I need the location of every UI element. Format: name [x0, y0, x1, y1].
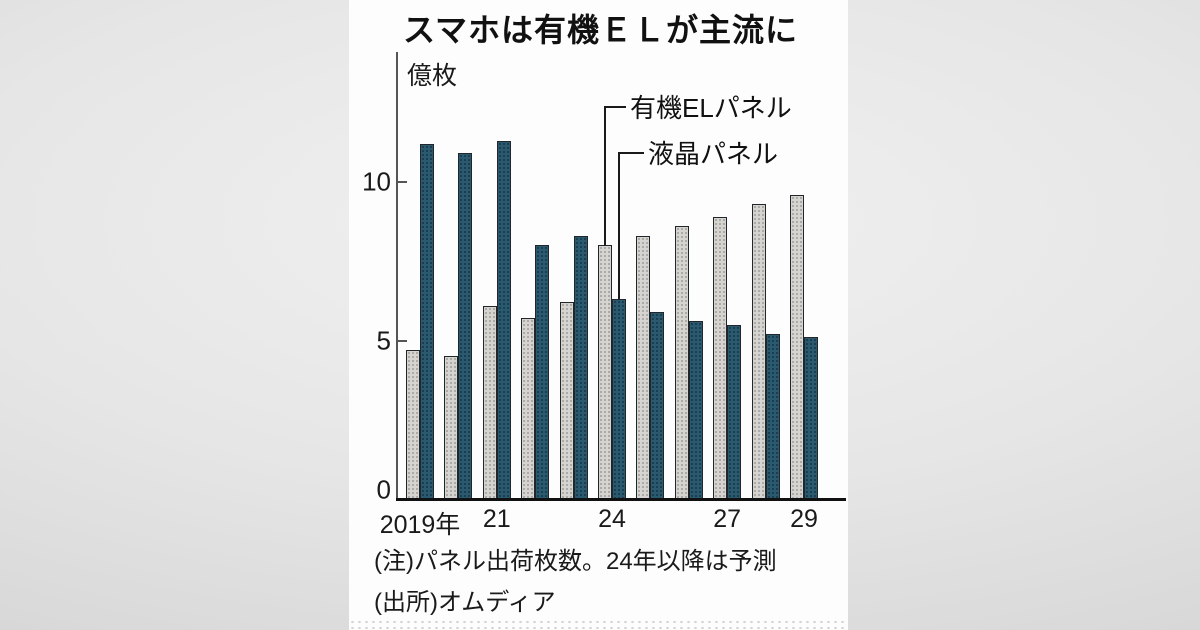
bar-lcd-2025 [650, 311, 665, 499]
x-axis-label-2029: 29 [790, 505, 818, 533]
callout-hline-lcd [618, 152, 644, 154]
bar-oled-2019 [406, 350, 420, 499]
bar-lcd-2028 [765, 334, 780, 499]
bar-lcd-2027 [727, 324, 742, 499]
bar-oled-2029 [790, 194, 804, 499]
y-axis-tick-label: 0 [376, 474, 391, 505]
x-axis-label-2019: 2019年 [379, 511, 461, 539]
bottom-texture [349, 619, 848, 630]
chart-source: (出所)オムディア [374, 589, 556, 616]
callout-vline-lcd [618, 153, 620, 300]
bar-oled-2025 [636, 235, 651, 499]
x-axis-label-2021: 21 [482, 505, 511, 533]
bar-oled-2021 [482, 305, 497, 499]
bar-oled-2027 [713, 216, 728, 499]
bar-lcd-2022 [535, 245, 550, 499]
bar-lcd-2026 [688, 321, 703, 499]
bar-lcd-2021 [496, 140, 511, 499]
x-axis-label-2024: 24 [598, 505, 626, 533]
bar-oled-2022 [521, 318, 536, 499]
y-axis-tick-label: 10 [362, 166, 391, 197]
bar-lcd-2019 [420, 143, 434, 499]
bar-oled-2023 [559, 302, 574, 499]
legend-label-oled: 有機ELパネル [630, 92, 792, 123]
bar-lcd-2020 [458, 153, 473, 499]
y-axis-tick [397, 339, 407, 342]
x-axis-label-2027: 27 [713, 505, 742, 533]
chart-title: スマホは有機ＥＬが主流に [403, 12, 799, 48]
y-axis-line [396, 52, 398, 499]
y-axis-unit-label: 億枚 [407, 62, 458, 90]
chart-note: (注)パネル出荷枚数。24年以降は予測 [374, 548, 777, 575]
bar-oled-2028 [751, 204, 766, 499]
y-axis-tick [397, 181, 407, 183]
callout-hline-oled [604, 106, 626, 108]
x-axis-line [396, 498, 846, 501]
legend-label-lcd: 液晶パネル [648, 138, 779, 169]
chart-footnotes: (注)パネル出荷枚数。24年以降は予測 (出所)オムディア [374, 541, 777, 623]
bar-lcd-2029 [804, 337, 818, 499]
bar-oled-2024 [598, 245, 612, 499]
bar-oled-2026 [674, 226, 689, 499]
y-axis-tick-label: 5 [376, 325, 391, 355]
bar-oled-2020 [444, 356, 459, 499]
chart-card: スマホは有機ＥＬが主流に 億枚 0 5 10 2019年 21 24 27 29 有機ELパネル… [349, 0, 848, 630]
bar-lcd-2023 [573, 235, 588, 499]
bar-lcd-2024 [612, 299, 626, 499]
bar-chart-plot: 0 5 10 2019年 21 24 27 29 有機ELパネル 液晶パネル [349, 0, 848, 630]
callout-vline-oled [604, 107, 606, 246]
